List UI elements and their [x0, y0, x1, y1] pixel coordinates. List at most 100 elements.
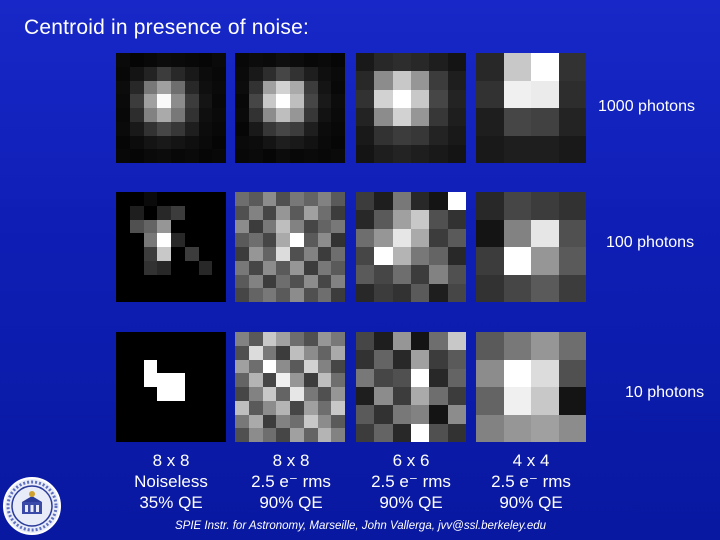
pixel	[212, 332, 226, 346]
pixel	[212, 121, 226, 136]
pixel	[411, 265, 430, 284]
pixel	[171, 53, 185, 67]
pixel	[116, 387, 130, 401]
caption-qe: 35% QE	[139, 493, 203, 512]
pixel	[290, 192, 304, 206]
pixel	[235, 400, 249, 415]
pixel	[171, 66, 185, 81]
pixel	[171, 359, 185, 374]
pixel	[129, 149, 144, 163]
pixel	[212, 80, 226, 95]
pixel	[276, 192, 290, 206]
pixel	[558, 387, 586, 415]
pixel	[476, 53, 504, 81]
pixel	[476, 414, 504, 442]
pixel	[276, 66, 290, 81]
pixel	[317, 66, 332, 81]
pixel	[171, 400, 185, 415]
pixel	[198, 219, 213, 234]
pixel	[262, 192, 277, 206]
pixel	[331, 387, 345, 401]
pixel	[235, 94, 249, 108]
pixel	[303, 400, 318, 415]
pixel	[447, 71, 466, 90]
pixel	[184, 373, 199, 387]
pixel	[476, 387, 504, 415]
pixel	[129, 94, 144, 108]
pixel	[290, 345, 304, 360]
pixel	[317, 205, 332, 220]
pixel	[392, 71, 411, 90]
pixel	[331, 192, 345, 206]
pixel	[331, 400, 345, 415]
pixel	[290, 94, 304, 108]
pixel	[171, 233, 185, 247]
pixel	[429, 108, 448, 127]
pixel	[374, 423, 393, 442]
pixel	[331, 149, 345, 163]
pixel	[276, 80, 290, 95]
pixel	[290, 359, 304, 374]
pixel	[411, 405, 430, 424]
pixel	[331, 345, 345, 360]
pixel	[331, 94, 345, 108]
pixel	[116, 233, 130, 247]
pixel	[303, 53, 318, 67]
pixel	[374, 192, 393, 211]
pixel	[235, 233, 249, 247]
pixel	[503, 387, 531, 415]
pixel	[143, 260, 158, 275]
caption-qe: 90% QE	[499, 493, 563, 512]
pixel	[374, 126, 393, 145]
pixel	[235, 260, 249, 275]
pixel	[374, 265, 393, 284]
pixel	[558, 247, 586, 275]
pixel	[356, 108, 375, 127]
pixel	[392, 423, 411, 442]
pixel	[262, 260, 277, 275]
pixel	[143, 205, 158, 220]
pixel	[331, 135, 345, 150]
pixel	[429, 405, 448, 424]
pixel	[248, 121, 263, 136]
pixel	[476, 192, 504, 220]
pixel-image-10-photons-8x8-noise	[235, 332, 345, 442]
pixel	[157, 135, 171, 150]
pixel	[411, 126, 430, 145]
pixel	[303, 332, 318, 346]
pixel	[331, 121, 345, 136]
pixel	[374, 387, 393, 406]
pixel	[392, 210, 411, 229]
pixel	[235, 428, 249, 442]
pixel	[235, 414, 249, 429]
column-caption-6x6-noise: 6 x 6 2.5 e⁻ rms 90% QE	[356, 450, 466, 513]
pixel	[184, 80, 199, 95]
pixel	[143, 414, 158, 429]
pixel	[356, 144, 375, 163]
pixel	[129, 121, 144, 136]
pixel	[290, 288, 304, 302]
pixel	[212, 192, 226, 206]
pixel	[157, 233, 171, 247]
pixel	[447, 405, 466, 424]
pixel	[212, 219, 226, 234]
pixel	[262, 80, 277, 95]
pixel	[129, 233, 144, 247]
pixel	[276, 247, 290, 261]
pixel	[290, 414, 304, 429]
pixel	[116, 332, 130, 346]
pixel	[531, 387, 559, 415]
pixel-image-100-photons-8x8-noise	[235, 192, 345, 302]
pixel	[276, 94, 290, 108]
pixel	[317, 359, 332, 374]
pixel	[356, 368, 375, 387]
pixel	[212, 135, 226, 150]
pixel	[262, 108, 277, 122]
pixel	[157, 414, 171, 429]
pixel	[116, 205, 130, 220]
pixel	[303, 373, 318, 387]
pixel	[303, 247, 318, 261]
pixel	[171, 80, 185, 95]
pixel	[235, 108, 249, 122]
pixel	[503, 80, 531, 108]
